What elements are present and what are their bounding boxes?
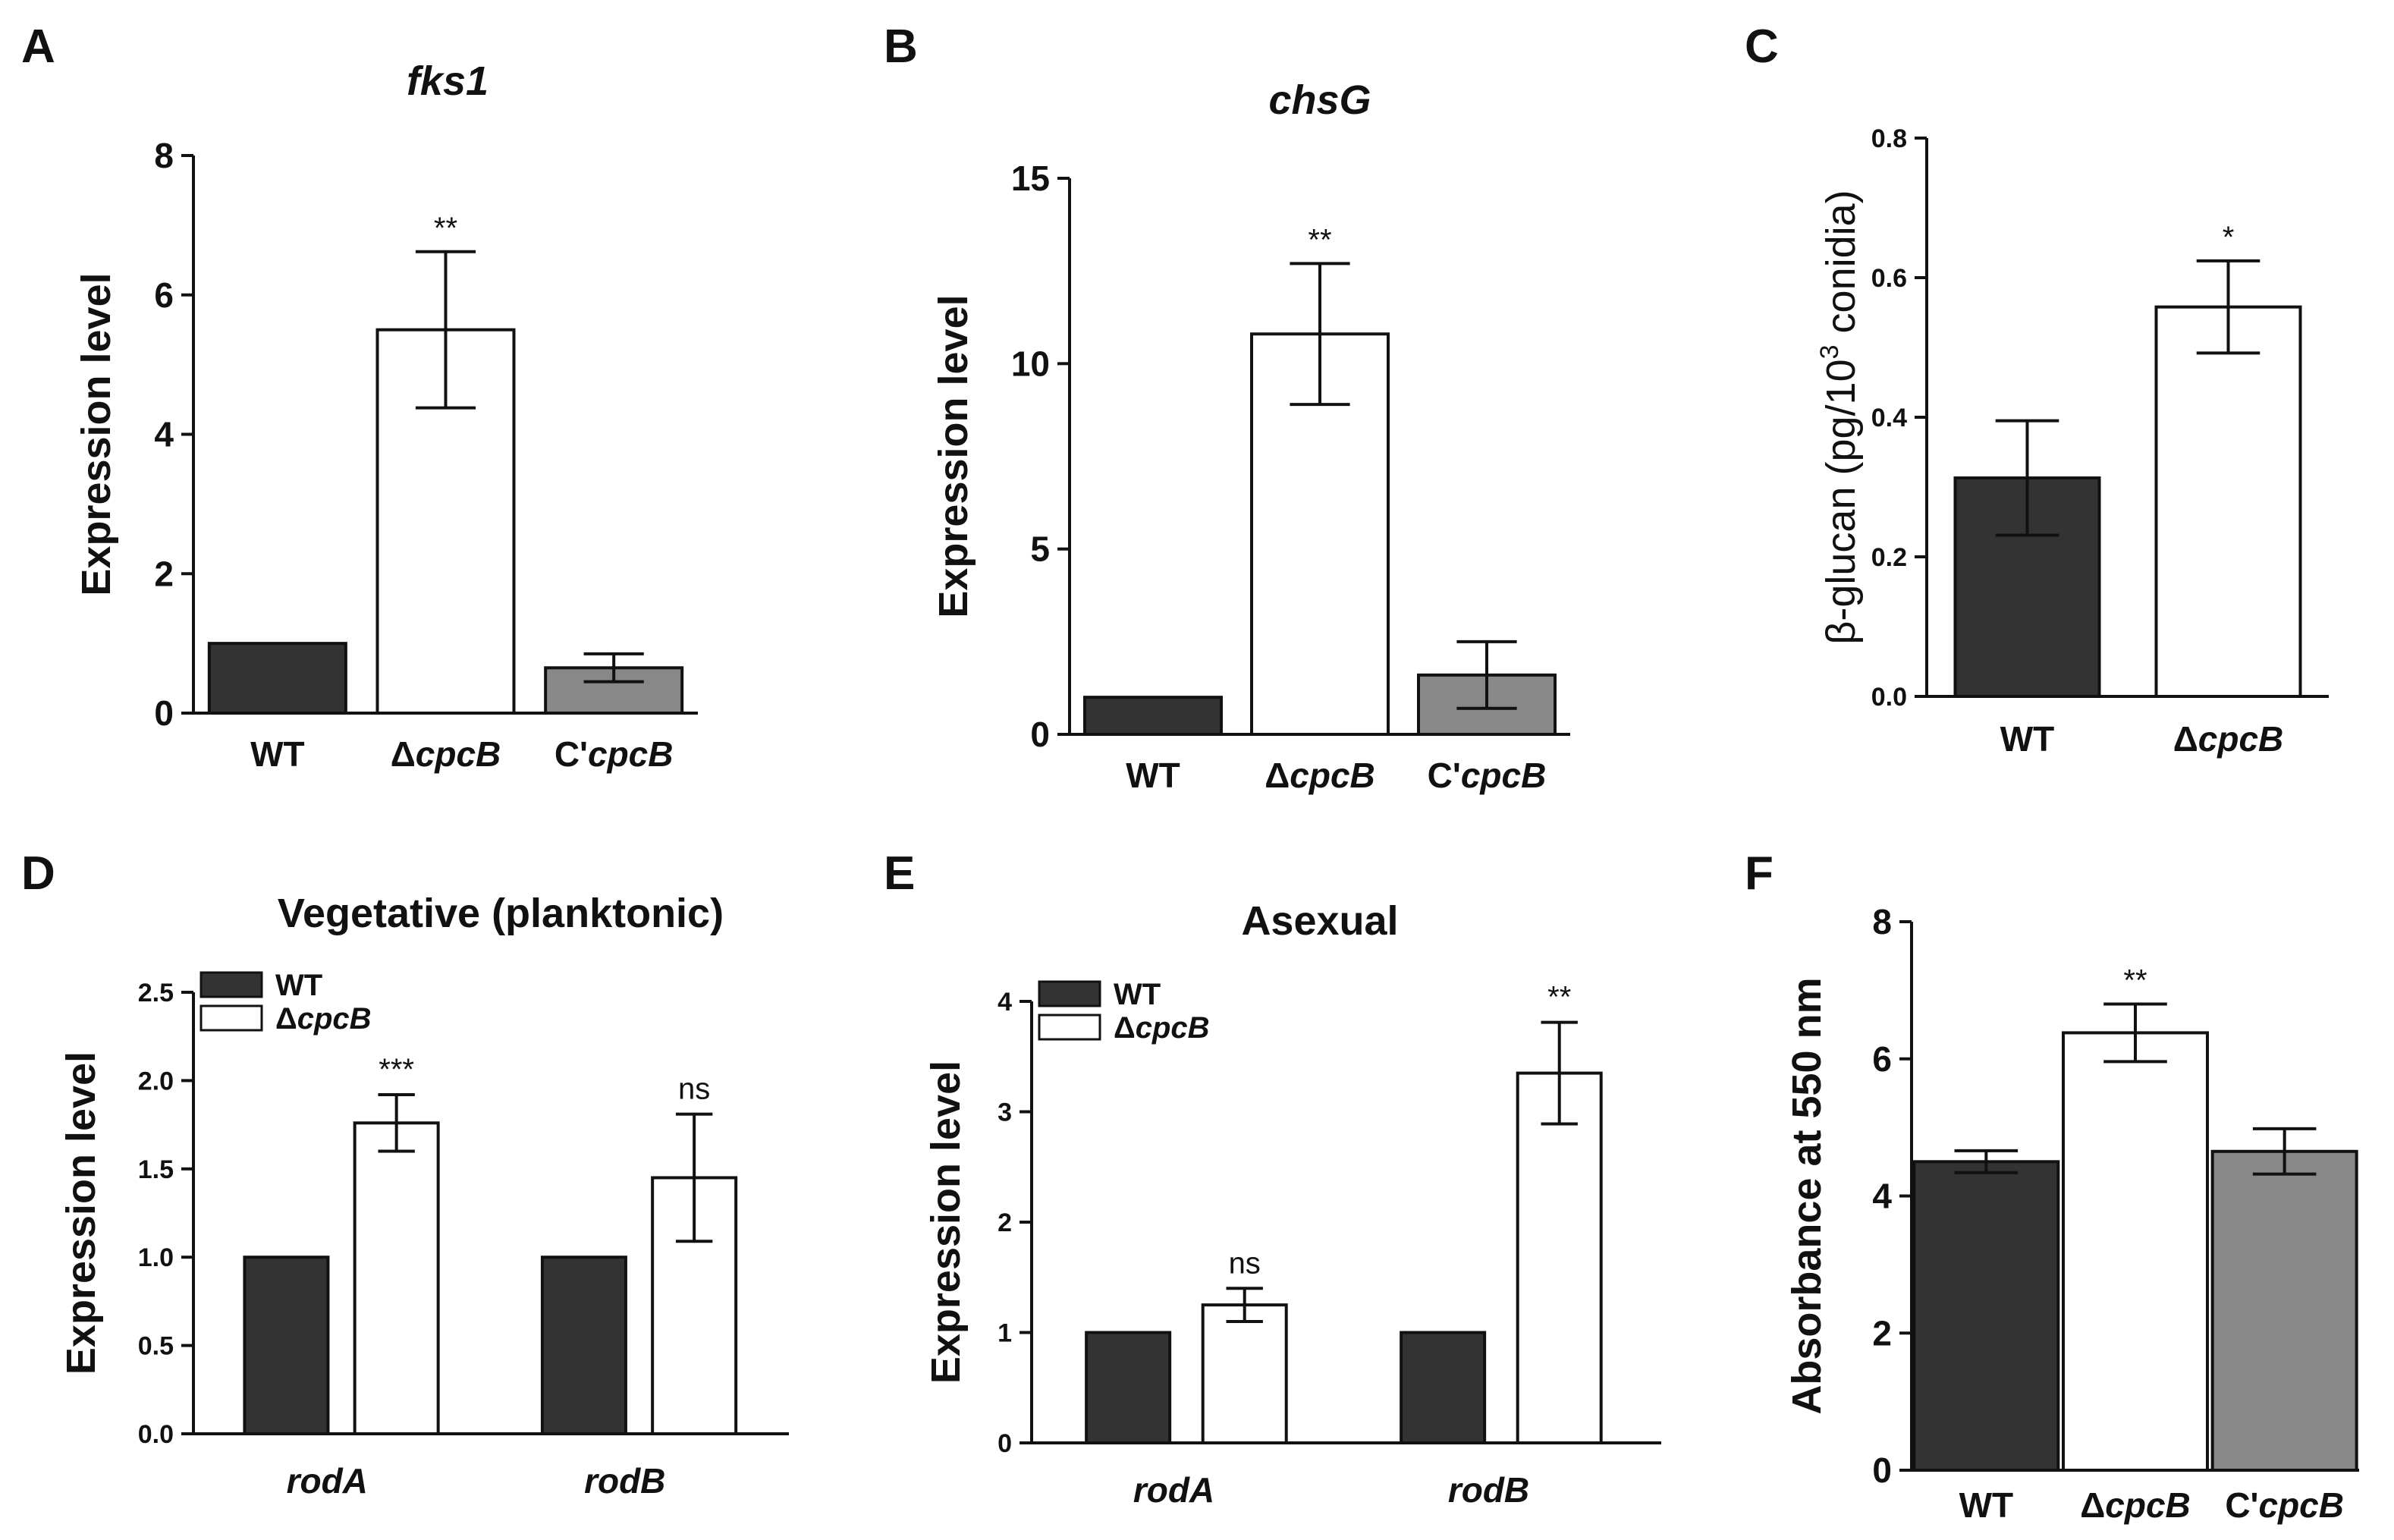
x-tick-label: WT	[2000, 719, 2055, 759]
bar-wt	[1400, 1331, 1487, 1444]
significance-label: **	[2123, 963, 2147, 997]
bar-wt	[1085, 1331, 1172, 1444]
legend-swatch	[1038, 980, 1101, 1007]
bar	[2154, 305, 2302, 698]
x-tick-label: WT	[250, 734, 305, 774]
panel-e: E Asexual 0 1 2 3 4 Expression level ns rodA ** rod…	[884, 847, 1661, 1510]
x-tick-label: C'cpcB	[555, 734, 674, 774]
y-axis-label: β-glucan (pg/103 conidia)	[1815, 190, 1864, 644]
y-tick-label: 8	[1872, 902, 1892, 941]
bar	[207, 642, 347, 715]
y-tick-label: 0.5	[138, 1332, 174, 1361]
bar	[2062, 1031, 2209, 1472]
x-tick-label: C'cpcB	[2225, 1485, 2344, 1525]
bar	[1912, 1160, 2060, 1472]
y-tick-label: 0.8	[1871, 124, 1907, 153]
bar-mutant	[353, 1121, 440, 1435]
y-tick-label: 2	[154, 554, 174, 593]
y-tick-label: 3	[998, 1098, 1012, 1127]
significance-label: **	[1308, 223, 1331, 256]
y-tick-label: 6	[1872, 1039, 1892, 1079]
y-tick-label: 1	[998, 1319, 1012, 1348]
y-tick-label: 6	[154, 275, 174, 315]
bar-mutant	[1201, 1303, 1288, 1444]
legend-swatch	[200, 1004, 263, 1032]
significance-label: ns	[1229, 1246, 1261, 1280]
legend-label: WT	[1114, 978, 1161, 1011]
legend-label: WT	[275, 969, 322, 1002]
legend-swatch	[1038, 1014, 1101, 1041]
y-tick-label: 0.0	[1871, 683, 1907, 712]
significance-label: ns	[678, 1073, 710, 1106]
y-tick-label: 0	[1872, 1450, 1892, 1490]
x-tick-label: rodA	[1133, 1470, 1214, 1510]
y-tick-label: 1.0	[138, 1243, 174, 1272]
y-tick-label: 0	[998, 1429, 1012, 1458]
x-tick-label: ΔcpcB	[391, 734, 501, 774]
chart-title: fks1	[407, 58, 489, 104]
panel-d: D Vegetative (planktonic) 0.0 0.5 1.0 1.5 2.0 2…	[21, 847, 789, 1501]
y-axis-label: Expression level	[74, 272, 119, 596]
x-tick-label: rodB	[1448, 1470, 1529, 1510]
y-tick-label: 2	[998, 1208, 1012, 1237]
bar	[2210, 1149, 2358, 1472]
y-tick-label: 4	[1872, 1177, 1892, 1216]
y-tick-label: 10	[1011, 344, 1050, 383]
x-tick-label: rodB	[584, 1461, 665, 1501]
significance-label: **	[434, 212, 457, 245]
bar-mutant	[1516, 1071, 1603, 1444]
legend-swatch	[200, 971, 263, 998]
y-tick-label: 2.0	[138, 1067, 174, 1095]
y-tick-label: 5	[1030, 530, 1050, 569]
x-tick-label: ΔcpcB	[1265, 756, 1375, 795]
x-tick-label: ΔcpcB	[2080, 1485, 2191, 1525]
y-tick-label: 2.5	[138, 979, 174, 1007]
panel-c: C 0.0 0.2 0.4 0.6 0.8 β-glucan (pg/103 conidia…	[1745, 20, 2329, 759]
y-axis-label: Absorbance at 550 nm	[1784, 977, 1830, 1414]
y-tick-label: 0.0	[138, 1420, 174, 1449]
chart-title: chsG	[1268, 77, 1371, 123]
x-tick-label: ΔcpcB	[2173, 719, 2284, 759]
y-axis-label: Expression level	[931, 294, 976, 618]
y-tick-label: 0	[154, 693, 174, 733]
y-tick-label: 15	[1011, 159, 1050, 198]
significance-label: *	[2223, 221, 2235, 254]
panel-letter: A	[21, 20, 55, 73]
x-tick-label: rodA	[287, 1461, 368, 1501]
y-axis-label: Expression level	[923, 1061, 969, 1384]
legend-label: ΔcpcB	[1114, 1011, 1210, 1045]
significance-label: ***	[379, 1053, 414, 1086]
significance-label: **	[1547, 981, 1571, 1014]
x-tick-label: WT	[1126, 756, 1180, 795]
x-tick-label: WT	[1959, 1485, 2014, 1525]
panel-letter: E	[884, 847, 915, 900]
y-tick-label: 2	[1872, 1313, 1892, 1353]
y-tick-label: 0.4	[1871, 404, 1907, 432]
bar	[1083, 696, 1223, 737]
panel-letter: F	[1745, 847, 1774, 900]
y-tick-label: 0	[1030, 715, 1050, 754]
y-tick-label: 1.5	[138, 1155, 174, 1184]
x-tick-label: C'cpcB	[1428, 756, 1547, 795]
chart-title: Vegetative (planktonic)	[278, 891, 724, 936]
y-tick-label: 8	[154, 136, 174, 175]
y-tick-label: 0.6	[1871, 264, 1907, 293]
chart-title: Asexual	[1241, 898, 1398, 944]
y-axis-label: Expression level	[58, 1051, 104, 1375]
legend-label: ΔcpcB	[275, 1002, 372, 1036]
panel-letter: C	[1745, 20, 1779, 73]
y-tick-label: 4	[998, 988, 1012, 1017]
bar-wt	[540, 1256, 627, 1435]
panel-f: F 0 2 4 6 8 Absorbance at 550 nm WT ** ΔcpcB C'cpc…	[1745, 847, 2359, 1525]
bar-wt	[243, 1256, 330, 1435]
panel-letter: D	[21, 847, 55, 900]
y-tick-label: 4	[154, 415, 174, 454]
y-tick-label: 0.2	[1871, 543, 1907, 572]
panel-letter: B	[884, 20, 918, 73]
